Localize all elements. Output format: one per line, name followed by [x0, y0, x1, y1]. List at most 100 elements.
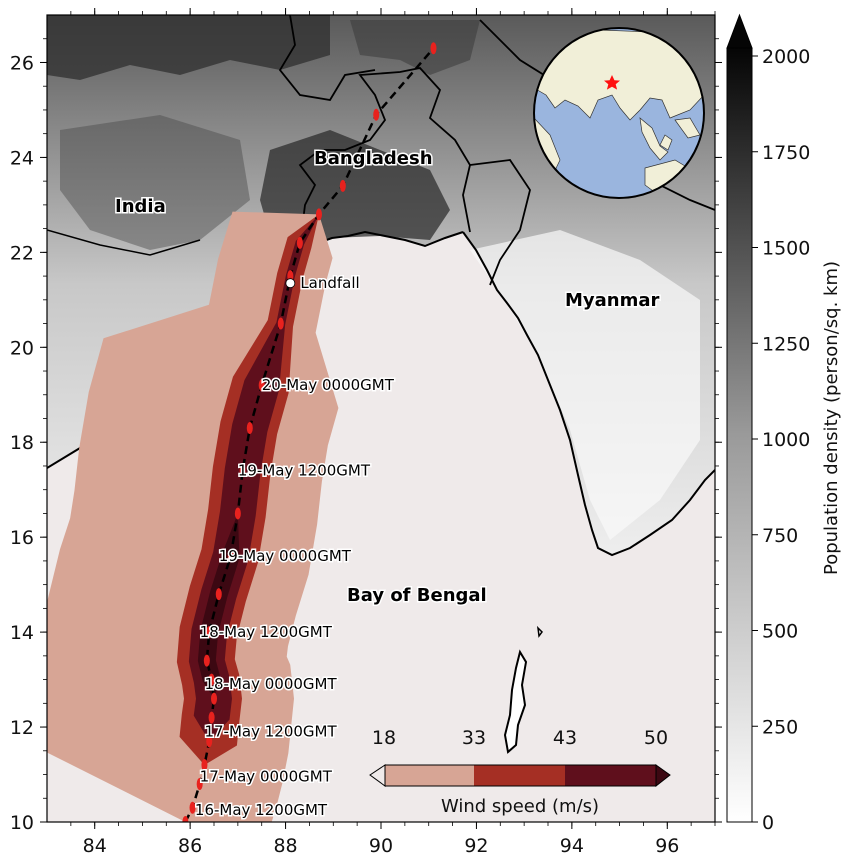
island [503, 649, 528, 754]
wind-colorbar-segment [474, 765, 565, 786]
country-border [469, 159, 531, 286]
y-tick-label: 24 [10, 147, 34, 169]
track-time-label: 16-May 1200GMT [195, 801, 328, 819]
wind-colorbar-segment [565, 765, 656, 786]
wind-swath [47, 48, 434, 822]
population-dense-patch [60, 115, 250, 250]
x-tick-label: 92 [464, 835, 488, 857]
population-dense-patch [470, 230, 700, 540]
colorbar-tick-label: 1750 [762, 142, 810, 164]
track-marker [234, 507, 241, 520]
population-colorbar-label: Population density (person/sq. km) [821, 261, 842, 575]
country-border [298, 67, 471, 246]
colorbar-tick-label: 1000 [762, 429, 810, 451]
x-tick-label: 94 [560, 835, 584, 857]
track-marker [206, 735, 213, 748]
population-dense-patch [350, 20, 480, 75]
country-border [278, 15, 376, 101]
wind-band-43 [185, 48, 434, 822]
label-bangladesh: Bangladesh [314, 148, 433, 169]
track-marker [206, 626, 213, 639]
track-marker [315, 208, 322, 221]
y-tick-label: 12 [10, 717, 34, 739]
colorbar-tick-label: 0 [762, 812, 774, 834]
colorbar-tick-label: 1500 [762, 238, 810, 260]
globe-land [659, 134, 673, 151]
track-marker [211, 692, 217, 705]
map-panel: Bangladesh India Myanmar Bay of Bengal 2… [47, 15, 715, 822]
storm-track [182, 42, 437, 822]
y-tick-label: 18 [10, 432, 34, 454]
track-time-label: 19-May 1200GMT [238, 461, 371, 479]
track-marker [277, 317, 284, 330]
track-marker [239, 464, 246, 477]
track-marker [258, 379, 265, 392]
track-marker [246, 421, 253, 434]
wind-colorbar-frame [384, 764, 657, 787]
track-marker [182, 816, 189, 822]
colorbar-tick-label: 1250 [762, 333, 810, 355]
wind-colorbar-label: Wind speed (m/s) [441, 796, 599, 817]
population-colorbar-over-arrow [726, 13, 753, 49]
x-tick-label: 86 [178, 835, 202, 857]
track-marker [189, 801, 196, 814]
y-tick-label: 16 [10, 527, 34, 549]
track-time-labels: 20-May 0000GMT 19-May 1200GMT 19-May 0000G… [193, 375, 396, 821]
track-marker [208, 673, 215, 686]
wind-colorbar: 18 33 43 50 Wind speed (m/s) [369, 727, 671, 817]
track-marker [208, 711, 215, 724]
y-tick-label: 22 [10, 242, 34, 264]
landfall-marker [285, 278, 296, 289]
track-marker [196, 778, 203, 791]
country-border [462, 231, 715, 557]
population-colorbar-gradient [726, 47, 753, 823]
globe-land [674, 117, 701, 139]
x-tick-label: 96 [655, 835, 679, 857]
track-time-label: 20-May 0000GMT [262, 376, 395, 394]
wind-tick-43: 43 [553, 727, 577, 749]
wind-colorbar-segment [385, 765, 474, 786]
globe-star-marker [604, 75, 620, 90]
globe-land [639, 117, 669, 161]
y-tick-label: 20 [10, 337, 34, 359]
wind-tick-50: 50 [644, 727, 668, 749]
y-tick-label: 26 [10, 52, 34, 74]
y-tick-label: 14 [10, 622, 34, 644]
colorbar-tick-label: 500 [762, 621, 798, 643]
colorbar-tick-label: 2000 [762, 46, 810, 68]
x-tick-label: 90 [369, 835, 393, 857]
map-axes: 84 86 88 90 92 94 96 10 12 14 16 18 20 22 24 26 [10, 8, 722, 857]
track-time-label: 17-May 0000GMT [200, 768, 333, 786]
y-tick-label: 10 [10, 812, 34, 834]
track-marker [373, 108, 380, 121]
label-india: India [115, 196, 166, 217]
wind-tick-33: 33 [462, 727, 486, 749]
track-time-label: 19-May 0000GMT [219, 547, 352, 565]
track-marker [296, 236, 303, 249]
track-time-label: 18-May 0000GMT [204, 675, 337, 693]
globe-outline [533, 27, 705, 199]
island [536, 625, 543, 638]
inset-globe [533, 27, 705, 199]
country-border [47, 229, 201, 256]
track-marker [339, 179, 346, 192]
colorbar-tick-label: 750 [762, 525, 798, 547]
track-marker [227, 550, 234, 563]
track-time-label: 17-May 1200GMT [204, 723, 337, 741]
population-dense-patch [47, 15, 330, 80]
track-marker [215, 588, 222, 601]
wind-band-33 [176, 48, 434, 822]
x-tick-label: 84 [83, 835, 107, 857]
label-landfall: Landfall [300, 274, 359, 292]
wind-tick-18: 18 [372, 727, 396, 749]
colorbar-tick-label: 250 [762, 716, 798, 738]
track-marker [201, 759, 208, 772]
x-tick-label: 88 [273, 835, 297, 857]
track-marker [203, 654, 210, 667]
track-time-label: 18-May 1200GMT [200, 623, 333, 641]
track-marker [430, 42, 437, 55]
label-myanmar: Myanmar [565, 290, 660, 311]
label-bay-of-bengal: Bay of Bengal [347, 585, 487, 606]
population-colorbar: 0 250 500 750 1000 1250 1500 1750 2000 Populatio… [726, 13, 842, 834]
